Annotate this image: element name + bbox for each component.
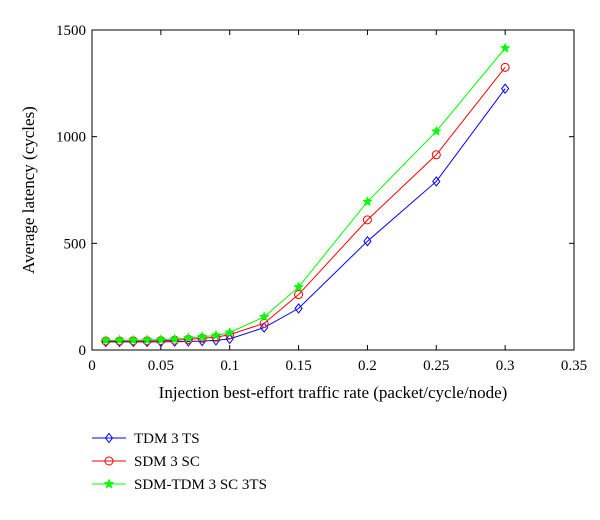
- x-tick-label: 0: [88, 358, 96, 374]
- x-tick-label: 0.1: [220, 358, 239, 374]
- y-axis-label: Average latency (cycles): [19, 106, 38, 274]
- axis-ticks: 0 0.05 0.1 0.15 0.2 0.25 0.3 0.35 0 500 1000 1500: [56, 23, 587, 374]
- data-point: [183, 332, 194, 343]
- legend-label: SDM-TDM 3 SC 3TS: [134, 477, 267, 493]
- legend-marker: [104, 432, 114, 444]
- data-point: [100, 334, 112, 345]
- data-point: [260, 322, 269, 333]
- legend: TDM 3 TS SDM 3 SC SDM-TDM 3 SC 3TS: [92, 431, 267, 493]
- data-point: [362, 196, 373, 207]
- series-line: [105, 88, 506, 343]
- data-point: [224, 326, 236, 338]
- x-tick-label: 0.05: [148, 358, 174, 374]
- legend-label: TDM 3 TS: [134, 431, 200, 447]
- legend-marker: [104, 456, 114, 466]
- legend-item: TDM 3 TS: [92, 431, 200, 447]
- y-tick-label: 500: [64, 236, 87, 252]
- data-point: [141, 334, 153, 345]
- legend-marker: [103, 478, 115, 489]
- data-point: [363, 235, 372, 247]
- data-point: [501, 83, 510, 94]
- data-point: [155, 334, 167, 345]
- data-point: [500, 62, 510, 72]
- series-star: [100, 42, 511, 345]
- legend-item: SDM 3 SC: [92, 454, 200, 470]
- data-point: [431, 150, 441, 160]
- plot-area-frame: [91, 29, 575, 351]
- data-point: [499, 42, 511, 53]
- legend-label: SDM 3 SC: [134, 454, 200, 470]
- y-tick-label: 0: [79, 343, 87, 359]
- x-axis-label: Injection best-effort traffic rate (pack…: [159, 383, 508, 402]
- data-point: [430, 125, 442, 136]
- data-point: [258, 311, 270, 322]
- data-point: [225, 333, 234, 345]
- x-tick-label: 0.15: [285, 358, 311, 374]
- legend-item: SDM-TDM 3 SC 3TS: [92, 477, 267, 493]
- y-tick-label: 1000: [56, 130, 86, 146]
- data-point: [169, 333, 181, 344]
- data-point: [294, 290, 304, 300]
- x-tick-label: 0.2: [358, 358, 377, 374]
- series-layer: [100, 42, 511, 348]
- data-point: [210, 329, 222, 341]
- data-point: [293, 281, 304, 292]
- x-tick-label: 0.35: [561, 358, 587, 374]
- y-tick-label: 1500: [56, 23, 86, 39]
- data-point: [294, 303, 303, 314]
- x-tick-label: 0.25: [423, 358, 449, 374]
- data-point: [114, 334, 125, 345]
- data-point: [432, 176, 441, 187]
- data-point: [362, 215, 372, 225]
- data-point: [196, 331, 208, 342]
- x-tick-label: 0.3: [496, 358, 515, 374]
- data-point: [127, 334, 139, 345]
